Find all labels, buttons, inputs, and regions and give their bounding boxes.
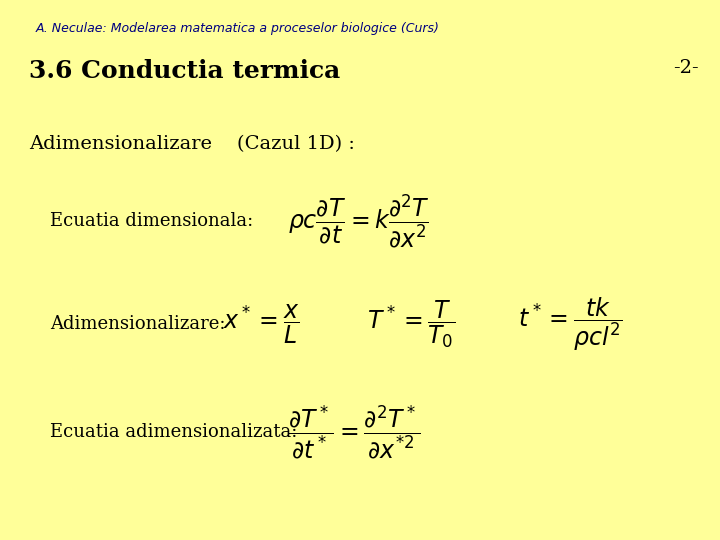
Text: Ecuatia adimensionalizata:: Ecuatia adimensionalizata: [50, 423, 298, 441]
Text: $\dfrac{\partial T^*}{\partial t^*} = \dfrac{\partial^2 T^*}{\partial x^{*2}}$: $\dfrac{\partial T^*}{\partial t^*} = \d… [288, 403, 421, 461]
Text: $\rho c\dfrac{\partial T}{\partial t} = k\dfrac{\partial^2 T}{\partial x^2}$: $\rho c\dfrac{\partial T}{\partial t} = … [288, 192, 430, 251]
Text: $T^* = \dfrac{T}{T_0}$: $T^* = \dfrac{T}{T_0}$ [367, 298, 456, 350]
Text: $t^* = \dfrac{tk}{\rho c l^2}$: $t^* = \dfrac{tk}{\rho c l^2}$ [518, 295, 624, 353]
Text: Adimensionalizare:: Adimensionalizare: [50, 315, 226, 333]
Text: $x^* = \dfrac{x}{L}$: $x^* = \dfrac{x}{L}$ [223, 302, 300, 346]
Text: -2-: -2- [672, 59, 698, 77]
Text: Adimensionalizare    (Cazul 1D) :: Adimensionalizare (Cazul 1D) : [29, 135, 355, 153]
Text: 3.6 Conductia termica: 3.6 Conductia termica [29, 59, 340, 83]
Text: A. Neculae: Modelarea matematica a proceselor biologice (Curs): A. Neculae: Modelarea matematica a proce… [36, 22, 440, 35]
Text: Ecuatia dimensionala:: Ecuatia dimensionala: [50, 212, 253, 231]
